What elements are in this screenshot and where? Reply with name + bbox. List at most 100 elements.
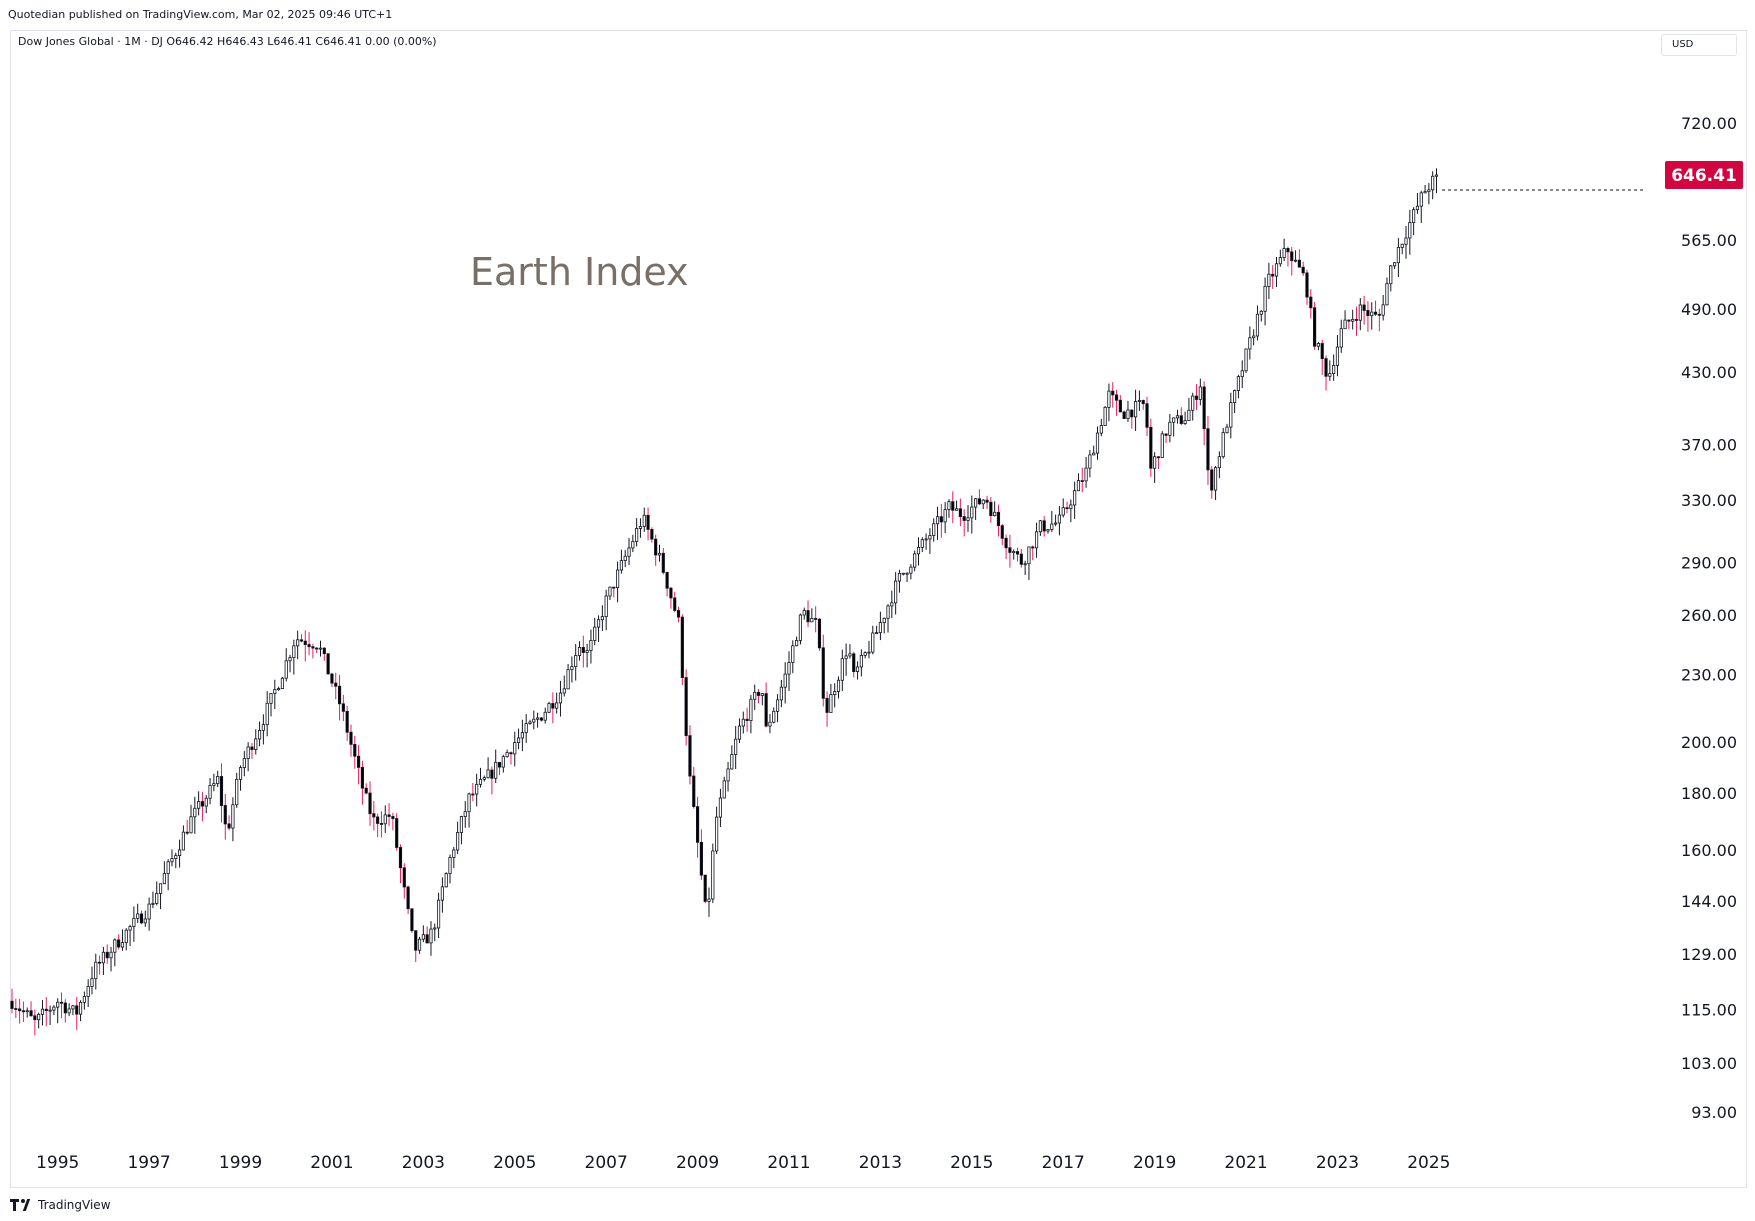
candle-body xyxy=(1335,346,1340,366)
candle-body xyxy=(1263,286,1267,312)
candle-body xyxy=(1202,386,1206,430)
candle-body xyxy=(734,738,738,755)
candle-body xyxy=(715,816,719,852)
candle-body xyxy=(1141,400,1145,405)
candle-body xyxy=(18,1008,22,1012)
candle-body xyxy=(250,746,254,750)
candle-body xyxy=(1042,520,1046,532)
candle-body xyxy=(387,814,391,817)
footer-brand[interactable]: TradingView xyxy=(10,1198,111,1212)
candle-body xyxy=(1122,411,1126,420)
candle-body xyxy=(977,498,982,505)
candle-body xyxy=(246,746,250,759)
candle-body xyxy=(638,526,643,529)
candle-body xyxy=(429,928,433,944)
symbol-legend[interactable]: Dow Jones Global · 1M · DJ O646.42 H646.… xyxy=(18,35,437,48)
candle-body xyxy=(951,501,955,511)
candle-body xyxy=(852,653,856,673)
candle-body xyxy=(1172,417,1176,423)
candle-body xyxy=(570,666,574,671)
candle-body xyxy=(1328,373,1332,377)
x-tick-label: 1999 xyxy=(219,1153,262,1173)
candle-body xyxy=(1434,174,1439,177)
candle-body xyxy=(90,978,94,987)
x-tick-label: 2003 xyxy=(402,1153,445,1173)
currency-selector[interactable]: USD xyxy=(1661,34,1737,56)
candle-body xyxy=(722,780,726,799)
candle-body xyxy=(117,939,121,948)
candle-body xyxy=(162,873,166,885)
candle-body xyxy=(33,1015,37,1021)
candle-body xyxy=(878,622,882,634)
candle-body xyxy=(1153,456,1157,469)
candle-body xyxy=(684,677,688,737)
candle-body xyxy=(257,729,262,740)
candle-body xyxy=(1088,454,1092,469)
candle-body xyxy=(718,797,723,818)
candle-body xyxy=(1358,304,1362,321)
publisher-caption: Quotedian published on TradingView.com, … xyxy=(8,8,393,21)
candle-body xyxy=(787,662,791,675)
candle-body xyxy=(871,632,875,653)
candle-body xyxy=(59,1001,64,1004)
candle-body xyxy=(1324,358,1328,377)
candle-body xyxy=(147,903,151,920)
time-axis: 1995 1997 1999 2001 2003 2005 2007 2009 2011 2013… xyxy=(36,1153,1450,1173)
candle-body xyxy=(223,805,227,825)
candle-body xyxy=(284,660,288,679)
candle-body xyxy=(981,499,985,505)
footer-brand-label: TradingView xyxy=(38,1198,111,1212)
candle-body xyxy=(311,646,315,649)
candle-body xyxy=(1000,525,1004,539)
x-tick-label: 2009 xyxy=(676,1153,719,1173)
last-price-label: 646.41 xyxy=(1671,166,1737,186)
candle-body xyxy=(471,793,475,796)
candle-body xyxy=(1415,205,1420,211)
candle-body xyxy=(1381,304,1385,316)
candle-body xyxy=(536,717,540,720)
candle-body xyxy=(886,605,890,619)
candle-body xyxy=(593,626,597,641)
candle-body xyxy=(296,639,300,647)
chart-frame xyxy=(10,30,1747,1188)
candle-body xyxy=(699,841,703,876)
candle-body xyxy=(48,1009,52,1012)
candle-body xyxy=(543,711,547,721)
candle-body xyxy=(40,1008,45,1015)
candle-body xyxy=(532,718,536,723)
candle-body xyxy=(322,647,326,655)
candle-body xyxy=(1023,563,1027,566)
candle-body xyxy=(1431,175,1435,191)
candle-body xyxy=(795,640,799,647)
candle-body xyxy=(459,816,464,833)
candle-body xyxy=(383,814,387,825)
candle-body xyxy=(966,517,970,521)
y-tick-label: 260.00 xyxy=(1681,606,1737,625)
candle-body xyxy=(547,703,551,713)
candle-body xyxy=(1332,365,1336,374)
candle-body xyxy=(1095,432,1100,454)
candle-body xyxy=(1164,433,1168,436)
candle-body xyxy=(425,934,429,944)
candle-body xyxy=(128,926,132,931)
candle-body xyxy=(985,499,989,503)
candle-body xyxy=(695,806,700,843)
candle-body xyxy=(486,769,490,779)
candle-body xyxy=(63,1002,67,1014)
candle-body xyxy=(905,572,909,575)
candle-body xyxy=(753,691,757,700)
candle-body xyxy=(1316,343,1320,347)
candle-body xyxy=(52,1006,56,1011)
candle-body xyxy=(1423,191,1427,194)
candle-body xyxy=(467,793,471,813)
candle-body xyxy=(1427,189,1431,193)
candle-body xyxy=(105,951,109,959)
candle-body xyxy=(1313,307,1317,347)
candle-body xyxy=(1194,395,1199,400)
candle-body xyxy=(288,657,292,662)
candle-body xyxy=(1073,490,1077,506)
candle-body xyxy=(688,735,692,777)
candle-body xyxy=(170,858,174,863)
candle-body xyxy=(1347,319,1351,322)
